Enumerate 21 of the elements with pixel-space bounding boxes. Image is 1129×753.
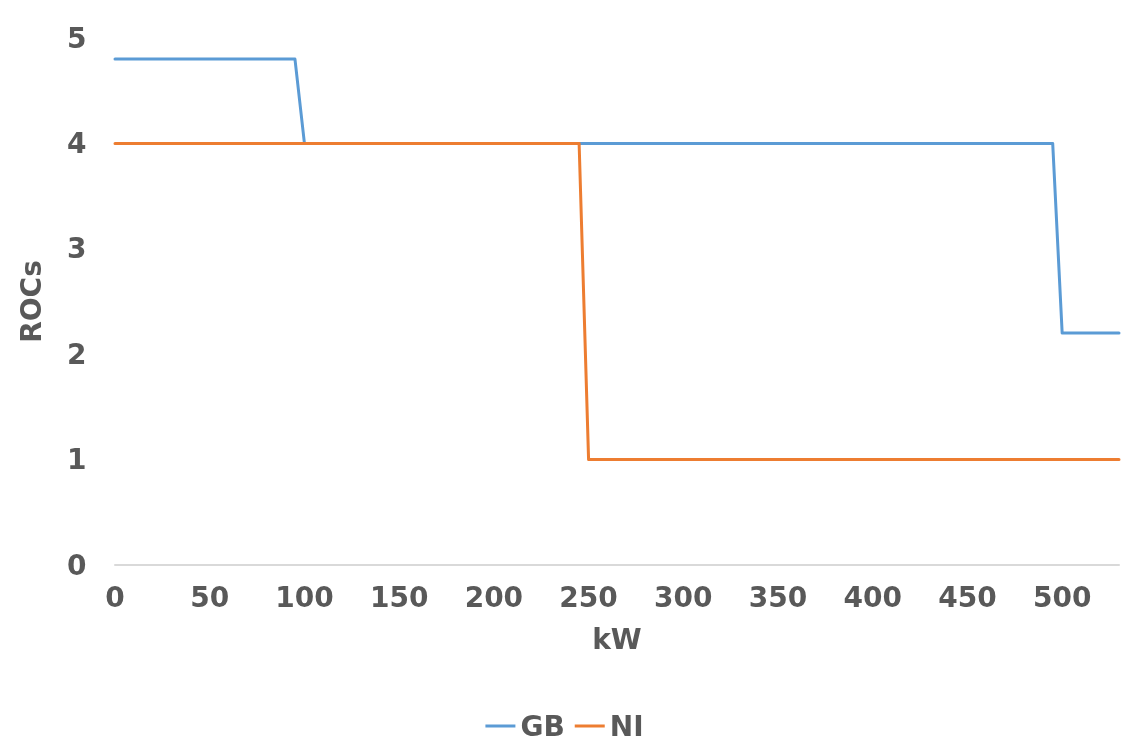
x-tick-label: 0 <box>105 580 125 614</box>
x-tick-label: 50 <box>190 580 230 614</box>
y-tick-label: 0 <box>67 548 87 582</box>
x-tick-label: 500 <box>1032 580 1092 614</box>
x-tick-label: 450 <box>938 580 997 614</box>
y-axis-title: ROCs <box>14 260 48 343</box>
x-tick-label: 400 <box>843 580 902 614</box>
x-tick-label: 300 <box>654 580 713 614</box>
x-tick-label: 100 <box>275 580 334 614</box>
x-tick-label: 250 <box>559 580 618 614</box>
legend-label: NI <box>609 709 644 743</box>
x-tick-label: 200 <box>464 580 524 614</box>
y-tick-label: 5 <box>67 21 87 55</box>
y-tick-label: 3 <box>67 232 87 266</box>
legend-label: GB <box>520 709 565 743</box>
x-tick-label: 150 <box>369 580 429 614</box>
x-tick-label: 350 <box>748 580 808 614</box>
x-axis-title: kW <box>592 622 642 656</box>
y-tick-label: 4 <box>67 126 87 160</box>
y-tick-label: 2 <box>67 337 87 371</box>
y-tick-label: 1 <box>67 443 87 477</box>
